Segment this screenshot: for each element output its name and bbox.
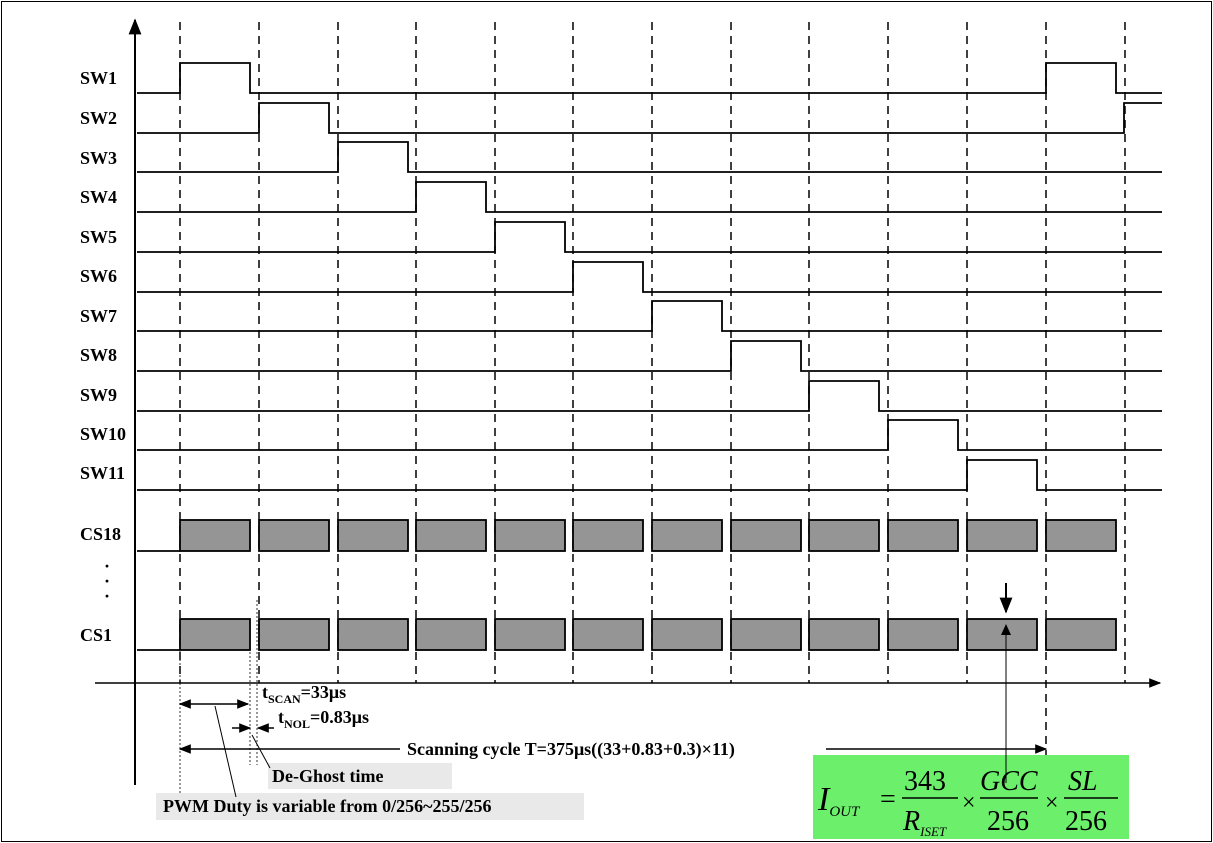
- waveform-sw1: [137, 62, 1162, 94]
- label-sw2: SW2: [80, 108, 117, 128]
- label-sw11: SW11: [80, 463, 125, 483]
- pwm-pulse-cs1-2: [258, 618, 330, 651]
- eq-equals: =: [880, 784, 896, 815]
- waveform-sw9: [137, 380, 1162, 412]
- waveform-sw11: [137, 459, 1162, 491]
- ellipsis-dot: ·: [104, 571, 110, 591]
- slot-boundary-lines: [179, 22, 1126, 755]
- current-sink-rows: [137, 519, 1117, 651]
- eq-times1: ×: [962, 790, 976, 816]
- label-cs1: CS1: [80, 625, 112, 645]
- label-sw10: SW10: [80, 424, 126, 444]
- pwm-pulse-cs1-3: [337, 618, 409, 651]
- label-sw6: SW6: [80, 266, 117, 286]
- pwm-pulse-cs1-10: [887, 618, 959, 651]
- switch-waveforms: [137, 62, 1162, 491]
- ellipsis-dot: ·: [104, 586, 110, 606]
- waveform-sw8: [137, 340, 1162, 372]
- label-sw4: SW4: [80, 187, 117, 207]
- label-sw1: SW1: [80, 68, 117, 88]
- label-sw8: SW8: [80, 345, 117, 365]
- pwm-pulse-cs18-12: [1045, 519, 1117, 552]
- label-sw3: SW3: [80, 148, 117, 168]
- eq-d2: 256: [987, 806, 1029, 837]
- pwm-pulse-cs1-8: [730, 618, 802, 651]
- waveform-sw10: [137, 419, 1162, 451]
- channel-labels: SW1 SW2 SW3 SW4 SW5 SW6 SW7 SW8 SW9 SW10…: [80, 68, 126, 645]
- pwm-pulse-cs18-10: [887, 519, 959, 552]
- eq-iout: IOUT: [817, 781, 861, 820]
- pwm-pulse-cs18-7: [651, 519, 723, 552]
- scan-cycle-label: Scanning cycle T=375μs((33+0.83+0.3)×11): [407, 739, 735, 760]
- label-cs18: CS18: [80, 524, 121, 544]
- pwm-pulse-cs18-5: [494, 519, 566, 552]
- pwm-bg: [156, 793, 584, 820]
- waveform-sw4: [137, 181, 1162, 213]
- pwm-pulse-cs1-1: [179, 618, 251, 651]
- ellipsis-dot: ·: [104, 556, 110, 576]
- de-ghost-label: De-Ghost time: [272, 766, 383, 786]
- pwm-label: PWM Duty is variable from 0/256~255/256: [163, 796, 492, 816]
- waveform-sw7: [137, 300, 1162, 332]
- de-ghost-leader: [251, 734, 271, 769]
- eq-n1: 343: [904, 766, 946, 797]
- pwm-pulse-cs18-2: [258, 519, 330, 552]
- pwm-pulse-cs18-4: [415, 519, 487, 552]
- eq-times2: ×: [1045, 790, 1059, 816]
- eq-n3: SL: [1068, 766, 1098, 797]
- pwm-pulse-cs18-6: [572, 519, 644, 552]
- eq-d1: RISET: [902, 806, 947, 839]
- tscan-label: tSCAN=33μs: [262, 682, 346, 706]
- pwm-pulse-cs1-12: [1045, 618, 1117, 651]
- pwm-pulse-cs1-6: [572, 618, 644, 651]
- pwm-pulse-cs18-9: [808, 519, 880, 552]
- label-sw9: SW9: [80, 385, 117, 405]
- pwm-pulse-cs1-7: [651, 618, 723, 651]
- label-sw7: SW7: [80, 306, 117, 326]
- pwm-pulse-cs18-11: [966, 519, 1038, 552]
- pwm-pulse-cs18-3: [337, 519, 409, 552]
- de-ghost-bg: [268, 763, 452, 789]
- pwm-pulse-cs1-5: [494, 618, 566, 651]
- iout-equation-box: [813, 755, 1129, 839]
- eq-d3: 256: [1065, 806, 1107, 837]
- waveform-sw6: [137, 261, 1162, 293]
- pwm-pulse-cs1-9: [808, 618, 880, 651]
- waveform-sw3: [137, 141, 1162, 173]
- pwm-pulse-cs18-1: [179, 519, 251, 552]
- label-sw5: SW5: [80, 227, 117, 247]
- waveform-sw5: [137, 221, 1162, 253]
- iout-equation: IOUT = 343 RISET × GCC 256 × SL 256: [817, 766, 1118, 839]
- pwm-leader: [214, 705, 237, 798]
- waveform-sw2: [137, 102, 1162, 134]
- tnol-label: tNOL=0.83μs: [278, 707, 369, 731]
- eq-n2: GCC: [980, 766, 1038, 797]
- gcc-arrow-icon: [1001, 624, 1011, 635]
- pwm-pulse-cs1-4: [415, 618, 487, 651]
- pwm-pulse-cs18-8: [730, 519, 802, 552]
